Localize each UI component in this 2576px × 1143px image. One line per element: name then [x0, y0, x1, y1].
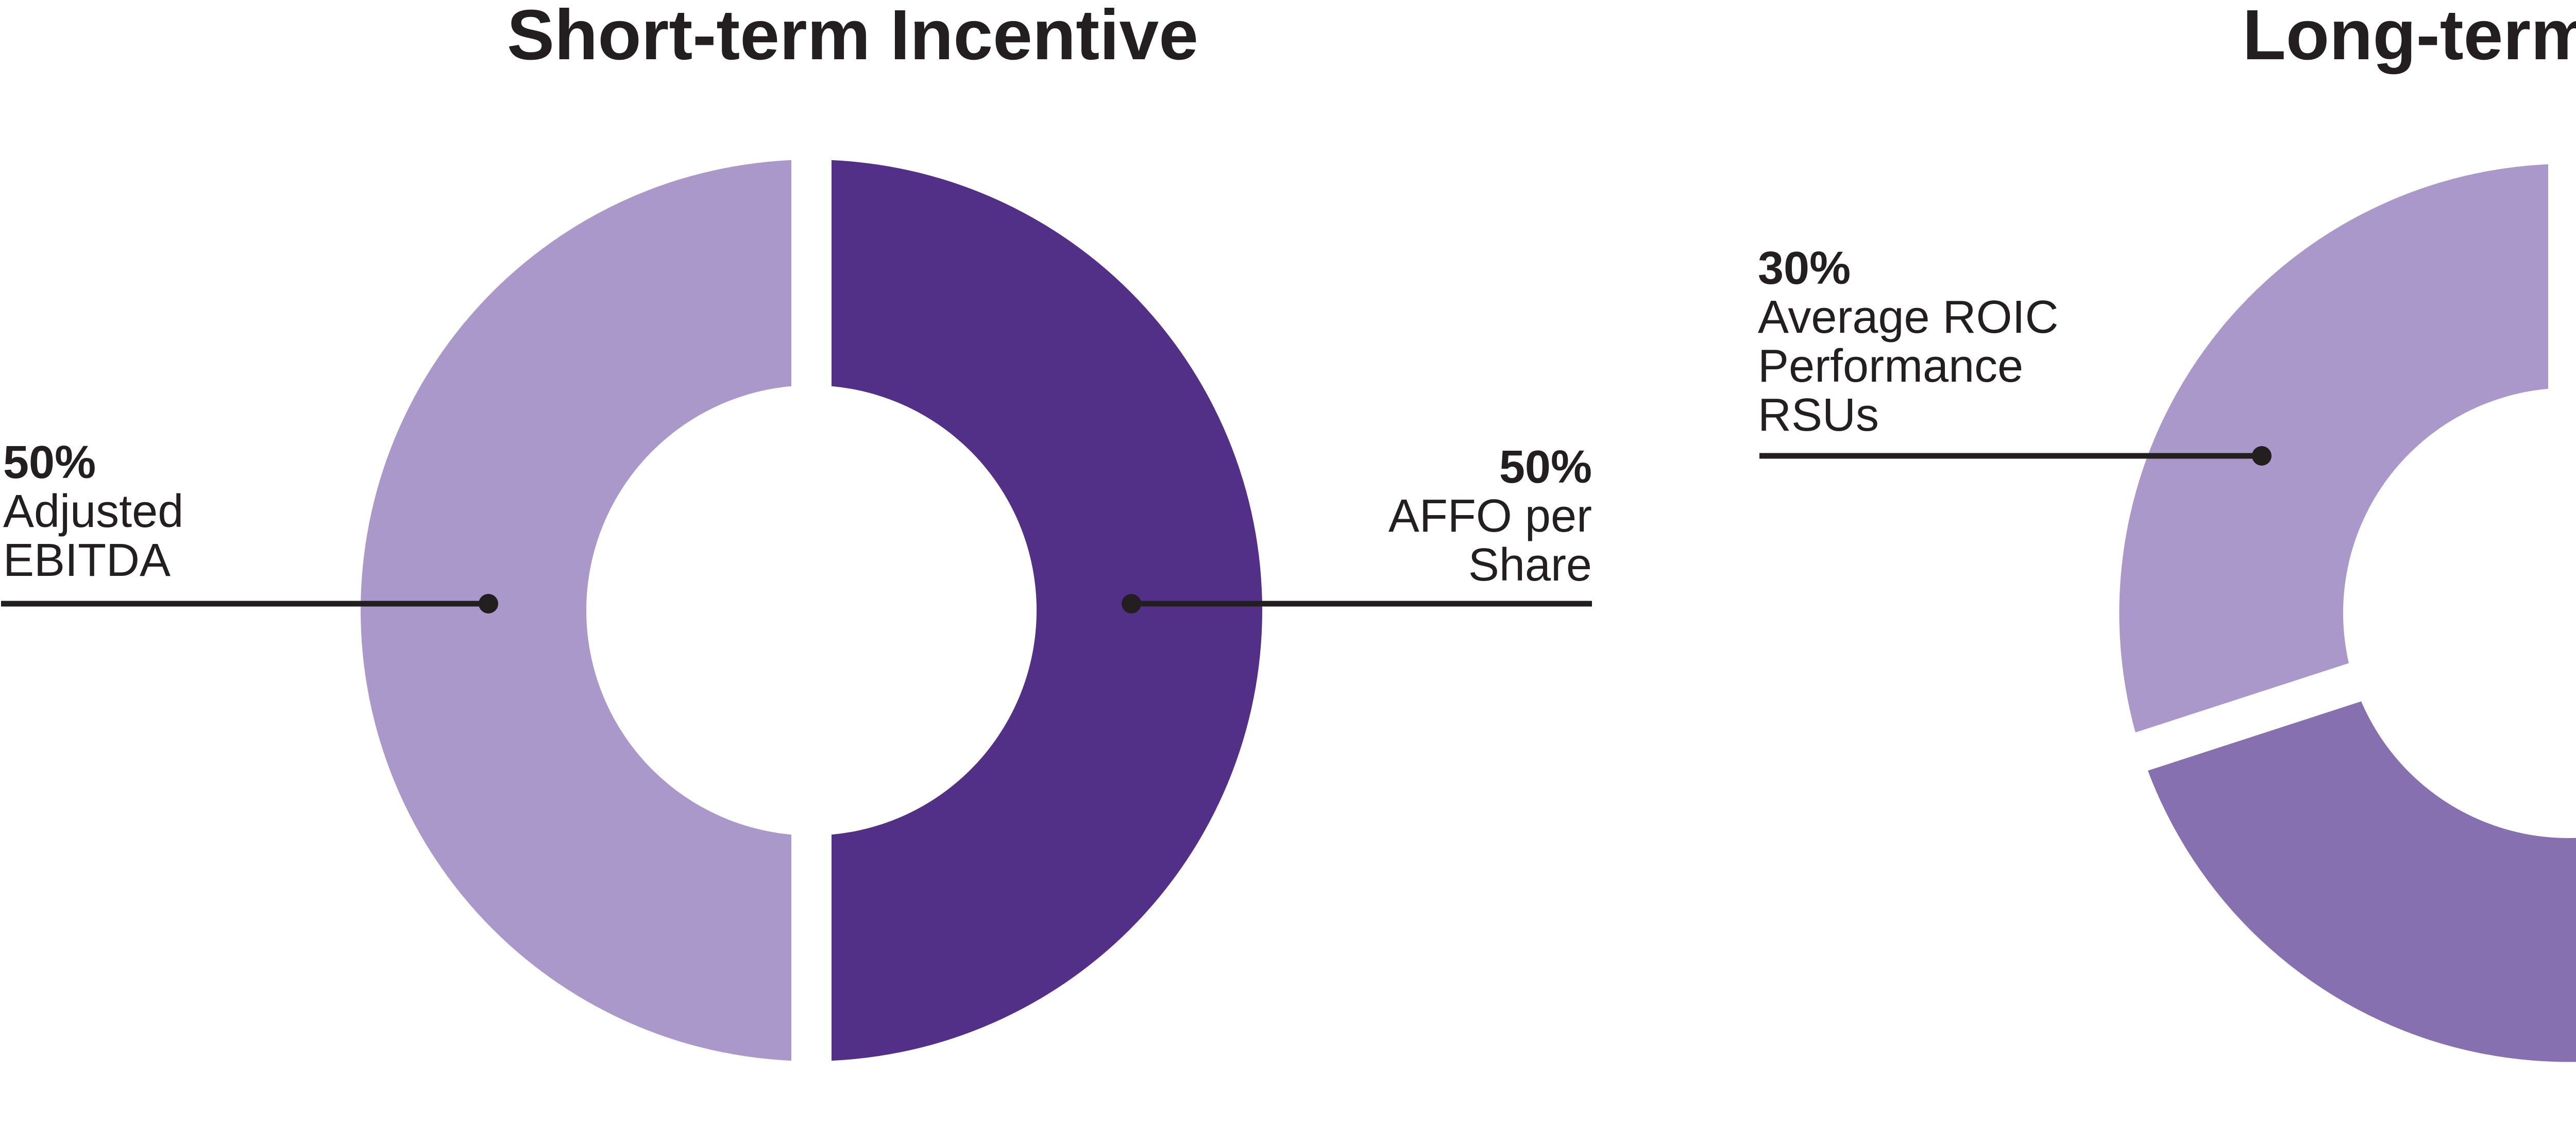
label-pct: 50% — [1499, 441, 1592, 493]
label-pct: 30% — [1758, 243, 1851, 294]
chart-title-short-term: Short-term Incentive — [507, 0, 1198, 75]
label-line: Performance — [1758, 340, 2024, 392]
label-line: Share — [1468, 539, 1592, 591]
slice-adjusted-ebitda — [361, 160, 811, 1061]
slice-affo-per-share — [811, 160, 1262, 1061]
label-pct: 50% — [3, 437, 96, 488]
label-line: Adjusted — [3, 486, 184, 537]
label-adjusted-ebitda: 50% Adjusted EBITDA — [3, 438, 183, 585]
label-affo-per-share: 50% AFFO per Share — [871, 443, 1592, 590]
chart-title-long-term: Long-term Incentive — [2242, 0, 2576, 75]
leader-dot-affo-per-share — [1122, 594, 1141, 613]
label-line: RSUs — [1758, 389, 1879, 441]
leader-lines — [1, 446, 2272, 613]
donut-long-term-incentive — [2077, 103, 2576, 1062]
donut-hole — [586, 385, 1037, 835]
label-line: AFFO per — [1388, 490, 1592, 542]
label-line: EBITDA — [3, 535, 171, 586]
leader-dot-adjusted-ebitda — [479, 594, 498, 613]
donut-hole — [2343, 388, 2576, 838]
label-line: Average ROIC — [1758, 292, 2059, 343]
label-average-roic-performance-rsus: 30% Average ROIC Performance RSUs — [1758, 244, 2059, 440]
leader-dot-average-roic — [2252, 446, 2272, 466]
donut-short-term-incentive — [361, 116, 1262, 1105]
